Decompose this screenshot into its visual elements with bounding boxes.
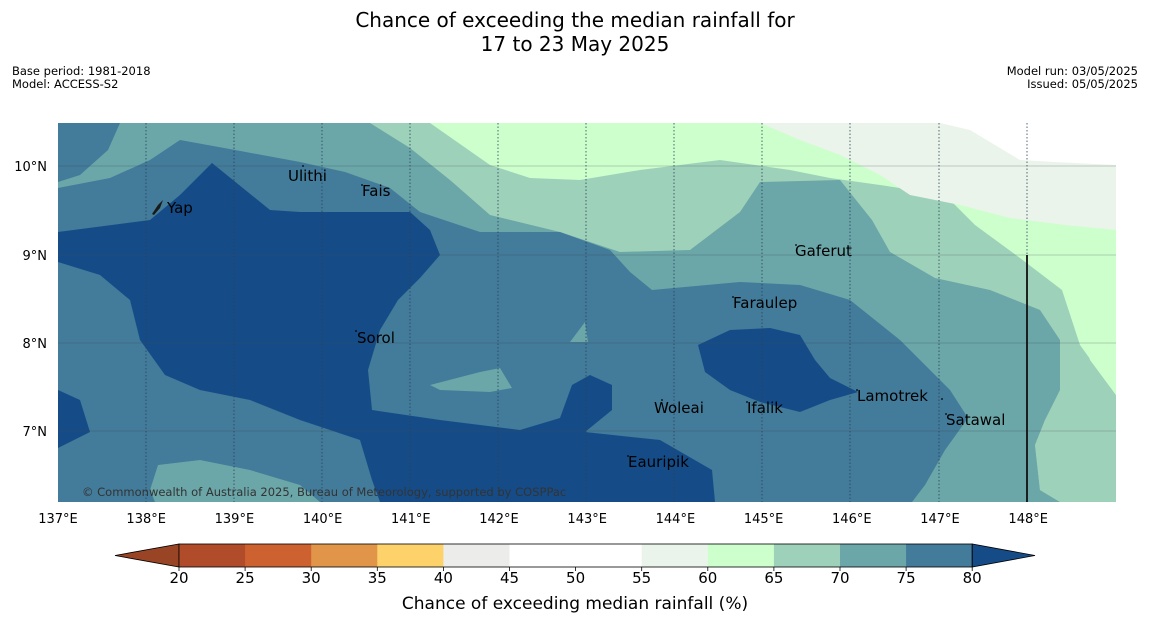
colorbar-tick-labels: 20 25 30 35 40 45 50 55 60 65 70 75 80 (169, 569, 981, 587)
colorbar-segment-3 (377, 544, 444, 567)
patch-65-70-br (1035, 395, 1116, 502)
colorbar-tick-55: 55 (632, 569, 651, 587)
chart-title: Chance of exceeding the median rainfall … (0, 8, 1150, 56)
colorbar-tick-25: 25 (236, 569, 255, 587)
model-name: Model: ACCESS-S2 (12, 77, 119, 91)
lat-tick-2: 8°N (23, 337, 48, 352)
colorbar-segment-4 (443, 544, 510, 567)
colorbar-tick-45: 45 (500, 569, 519, 587)
colorbar (114, 543, 1036, 571)
colorbar-extend-high (971, 543, 1036, 568)
colorbar-segment-11 (906, 544, 973, 567)
yap-island (152, 200, 163, 215)
place-sorol: Sorol (357, 329, 395, 347)
lon-tick-0: 137°E (38, 512, 78, 527)
meta-right: Model run: 03/05/2025 Issued: 05/05/2025 (1007, 65, 1138, 91)
place-ulithi: Ulithi (288, 167, 327, 185)
colorbar-tick-75: 75 (897, 569, 916, 587)
lon-tick-7: 144°E (656, 512, 696, 527)
lon-tick-6: 143°E (567, 512, 607, 527)
colorbar-segment-8 (707, 544, 775, 567)
lon-tick-5: 142°E (479, 512, 519, 527)
band-45-55 (940, 123, 1116, 165)
colorbar-segment-6 (575, 544, 643, 567)
contour-fills: © Commonwealth of Australia 2025, Bureau… (58, 123, 1116, 502)
colorbar-tick-65: 65 (764, 569, 783, 587)
lat-tick-0: 10°N (14, 160, 47, 175)
place-yap: Yap (166, 199, 193, 217)
colorbar-tick-70: 70 (830, 569, 849, 587)
lon-tick-11: 148°E (1008, 512, 1048, 527)
copyright: © Commonwealth of Australia 2025, Bureau… (82, 485, 566, 499)
colorbar-label: Chance of exceeding median rainfall (%) (401, 594, 749, 614)
lon-tick-1: 138°E (126, 512, 166, 527)
lon-tick-2: 139°E (215, 512, 255, 527)
base-period: Base period: 1981-2018 (12, 64, 151, 78)
meta-left: Base period: 1981-2018 Model: ACCESS-S2 (12, 65, 151, 91)
colorbar-segment-5 (509, 544, 577, 567)
title-line-1: Chance of exceeding the median rainfall … (355, 8, 795, 32)
place-satawal: Satawal (946, 411, 1005, 429)
place-woleai: Woleai (654, 399, 704, 417)
map-grid (145, 123, 1028, 502)
colorbar-tick-35: 35 (368, 569, 387, 587)
lat-tick-1: 9°N (23, 249, 48, 264)
patch-70-75-a (430, 368, 512, 392)
colorbar-tick-40: 40 (434, 569, 453, 587)
title-line-2: 17 to 23 May 2025 (480, 32, 670, 56)
lon-tick-10: 147°E (920, 512, 960, 527)
band-80-plus-left (58, 390, 90, 448)
lon-tick-9: 146°E (832, 512, 872, 527)
lon-tick-3: 140°E (303, 512, 343, 527)
colorbar-segment-10 (840, 544, 907, 567)
colorbar-tick-60: 60 (698, 569, 717, 587)
colorbar-segment-1 (245, 544, 312, 567)
place-faraulep: Faraulep (733, 294, 797, 312)
place-fais: Fais (362, 182, 391, 200)
place-ifalik: Ifalik (747, 399, 783, 417)
colorbar-segment-9 (773, 544, 841, 567)
colorbar-tick-20: 20 (169, 569, 188, 587)
lat-tick-3: 7°N (23, 425, 48, 440)
patch-70-75-b (570, 322, 588, 342)
issued-date: Issued: 05/05/2025 (1027, 77, 1138, 91)
longitude-labels: 137°E 138°E 139°E 140°E 141°E 142°E 143°E 144°E… (38, 512, 1048, 527)
colorbar-tick-50: 50 (566, 569, 585, 587)
colorbar-extend-low (114, 543, 180, 568)
colorbar-tick-30: 30 (302, 569, 321, 587)
place-gaferut: Gaferut (795, 242, 852, 260)
lon-tick-4: 141°E (391, 512, 431, 527)
colorbar-tick-80: 80 (963, 569, 982, 587)
patch-60-65-re (1075, 300, 1116, 395)
lon-tick-8: 145°E (744, 512, 784, 527)
model-run: Model run: 03/05/2025 (1006, 64, 1138, 78)
latitude-labels: 10°N 9°N 8°N 7°N (14, 160, 47, 440)
colorbar-segment-7 (641, 544, 709, 567)
place-lamotrek: Lamotrek (857, 387, 928, 405)
patch-70-75-c (150, 460, 320, 502)
band-80-plus-main (58, 163, 715, 502)
place-eauripik: Eauripik (628, 453, 689, 471)
colorbar-segment-2 (311, 544, 378, 567)
band-80-plus-ifalik (698, 328, 858, 412)
colorbar-segment-0 (179, 544, 246, 567)
